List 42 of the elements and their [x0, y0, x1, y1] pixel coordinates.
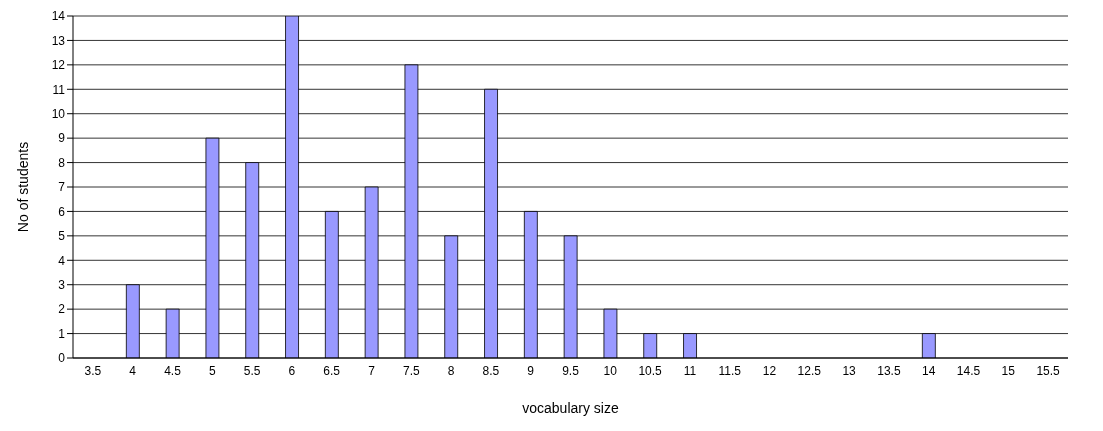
x-tick-label: 6 — [288, 363, 296, 378]
y-tick-label: 5 — [58, 229, 66, 244]
x-tick-label: 14 — [922, 363, 936, 378]
x-tick-label: 9 — [527, 363, 535, 378]
y-tick-label: 14 — [51, 9, 66, 24]
x-tick-label: 5 — [208, 363, 216, 378]
x-tick-label: 11.5 — [718, 363, 742, 378]
y-tick-label: 2 — [58, 302, 66, 317]
x-tick-label: 15.5 — [1036, 363, 1061, 378]
y-tick-label: 13 — [51, 33, 66, 48]
x-tick-label: 5.5 — [243, 363, 261, 378]
y-tick-label: 1 — [58, 326, 66, 341]
y-tick-label: 9 — [58, 131, 66, 146]
x-tick-label: 11 — [683, 363, 697, 378]
x-tick-label: 8 — [447, 363, 455, 378]
x-tick-label: 3.5 — [84, 363, 102, 378]
x-tick-label: 15 — [1001, 363, 1016, 378]
y-tick-label: 4 — [58, 253, 66, 268]
y-tick-label: 8 — [58, 155, 66, 170]
y-tick-label: 10 — [51, 106, 66, 121]
x-tick-label: 12.5 — [797, 363, 822, 378]
y-tick-label: 12 — [51, 58, 66, 73]
y-tick-label: 0 — [58, 351, 66, 366]
x-tick-label: 6.5 — [323, 363, 341, 378]
x-axis-title: vocabulary size — [522, 400, 619, 416]
x-tick-label: 8.5 — [482, 363, 500, 378]
x-tick-label: 7.5 — [402, 363, 420, 378]
x-tick-label: 14.5 — [956, 363, 981, 378]
y-tick-label: 6 — [58, 204, 66, 219]
x-tick-label: 9.5 — [562, 363, 580, 378]
x-tick-label: 12 — [762, 363, 777, 378]
x-tick-label: 4 — [129, 363, 137, 378]
y-tick-label: 3 — [58, 277, 66, 292]
y-axis-title: No of students — [14, 141, 31, 233]
y-tick-label: 11 — [52, 82, 66, 97]
y-tick-label: 7 — [58, 180, 66, 195]
x-tick-label: 13 — [842, 363, 857, 378]
x-tick-label: 10 — [603, 363, 618, 378]
x-tick-label: 10.5 — [638, 363, 663, 378]
x-tick-label: 7 — [368, 363, 376, 378]
x-tick-label: 13.5 — [877, 363, 901, 378]
x-tick-label: 4.5 — [164, 363, 182, 378]
